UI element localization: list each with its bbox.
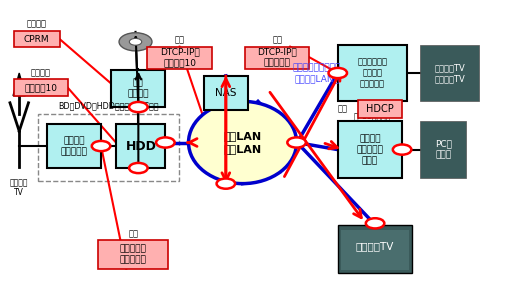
FancyBboxPatch shape: [420, 45, 479, 101]
FancyBboxPatch shape: [338, 225, 412, 273]
Text: PC用
モニタ: PC用 モニタ: [435, 140, 452, 160]
Text: BD・DVD・HDDレコーダ、PC、他: BD・DVD・HDDレコーダ、PC、他: [58, 102, 159, 111]
Text: 書き込み: 書き込み: [27, 20, 47, 29]
Circle shape: [119, 33, 152, 51]
Text: デジタル
チューナー: デジタル チューナー: [60, 136, 88, 156]
Text: HDD: HDD: [125, 140, 156, 152]
Text: ホームネットワーク
（家庭内LAN）: ホームネットワーク （家庭内LAN）: [293, 63, 342, 83]
Text: DTCP-IP、
録画モード: DTCP-IP、 録画モード: [257, 48, 297, 68]
FancyBboxPatch shape: [338, 45, 407, 101]
Text: アナログTV
デジタルTV: アナログTV デジタルTV: [434, 63, 465, 83]
Circle shape: [366, 218, 384, 229]
Circle shape: [217, 178, 235, 189]
Ellipse shape: [188, 101, 297, 184]
Text: ネットワーク
メディア
プレーヤー: ネットワーク メディア プレーヤー: [358, 57, 388, 89]
FancyBboxPatch shape: [358, 100, 402, 118]
Text: 録画可否、
録画モード: 録画可否、 録画モード: [120, 245, 147, 264]
Text: DTCP-IP、
ダビング10: DTCP-IP、 ダビング10: [159, 48, 199, 68]
FancyBboxPatch shape: [148, 47, 212, 69]
FancyBboxPatch shape: [13, 31, 60, 48]
FancyBboxPatch shape: [47, 124, 101, 168]
Circle shape: [156, 137, 174, 148]
FancyBboxPatch shape: [338, 121, 402, 178]
Text: 視聴: 視聴: [338, 105, 348, 114]
FancyBboxPatch shape: [13, 79, 68, 96]
Text: 保存: 保存: [128, 229, 138, 238]
Circle shape: [329, 68, 347, 78]
Text: （PS3を含む）: （PS3を含む）: [354, 111, 391, 120]
Text: 再生: 再生: [272, 35, 282, 44]
Text: CPRM: CPRM: [24, 35, 50, 44]
Text: HDCP: HDCP: [366, 104, 394, 114]
FancyBboxPatch shape: [99, 240, 168, 269]
Text: NAS: NAS: [215, 88, 237, 98]
Circle shape: [287, 137, 306, 148]
Circle shape: [393, 144, 411, 155]
Text: デジタルTV: デジタルTV: [356, 242, 394, 252]
FancyBboxPatch shape: [204, 76, 248, 110]
Polygon shape: [13, 73, 25, 96]
Text: 保存: 保存: [174, 35, 185, 44]
Text: 有線LAN
無線LAN: 有線LAN 無線LAN: [223, 131, 262, 154]
Text: パソコン
（再生ソフ
搭載）: パソコン （再生ソフ 搭載）: [357, 134, 383, 165]
Circle shape: [129, 163, 148, 173]
Circle shape: [130, 38, 142, 45]
Text: ケーブル
TV: ケーブル TV: [10, 178, 28, 197]
FancyBboxPatch shape: [111, 70, 165, 107]
FancyBboxPatch shape: [117, 124, 165, 168]
FancyBboxPatch shape: [341, 230, 409, 270]
Text: 書き込み: 書き込み: [30, 68, 51, 77]
FancyBboxPatch shape: [245, 47, 310, 69]
Text: 光学
ドライブ: 光学 ドライブ: [127, 79, 149, 99]
Text: ダビング10: ダビング10: [24, 83, 57, 92]
Circle shape: [92, 141, 110, 151]
Circle shape: [129, 102, 148, 112]
FancyBboxPatch shape: [420, 121, 466, 178]
